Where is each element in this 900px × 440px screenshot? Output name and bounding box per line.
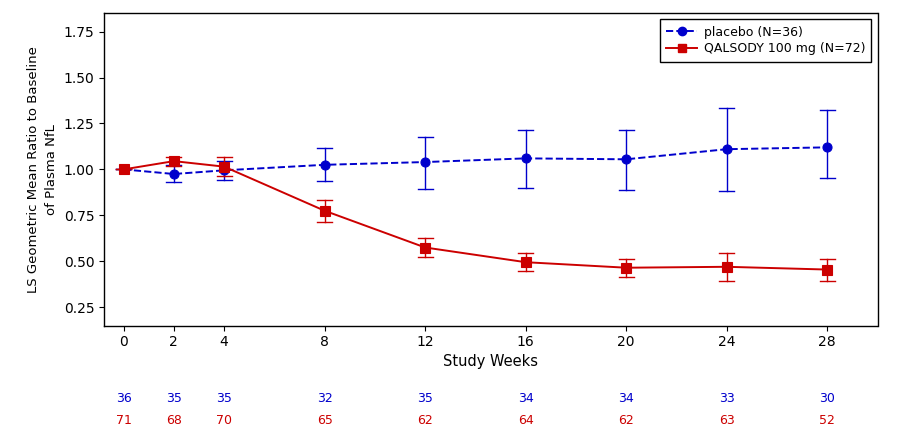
Text: 36: 36	[116, 392, 131, 405]
Text: 52: 52	[819, 414, 835, 427]
Legend: placebo (N=36), QALSODY 100 mg (N=72): placebo (N=36), QALSODY 100 mg (N=72)	[660, 19, 871, 62]
Text: 70: 70	[216, 414, 232, 427]
Text: 62: 62	[418, 414, 433, 427]
Text: 33: 33	[719, 392, 734, 405]
Text: 63: 63	[719, 414, 734, 427]
Text: 65: 65	[317, 414, 333, 427]
Text: 34: 34	[618, 392, 634, 405]
Text: 71: 71	[116, 414, 131, 427]
Text: 35: 35	[166, 392, 182, 405]
Text: 32: 32	[317, 392, 332, 405]
Text: 30: 30	[819, 392, 835, 405]
Text: 35: 35	[418, 392, 433, 405]
Text: 68: 68	[166, 414, 182, 427]
Text: 34: 34	[518, 392, 534, 405]
Text: 35: 35	[216, 392, 232, 405]
X-axis label: Study Weeks: Study Weeks	[443, 354, 538, 369]
Text: 64: 64	[518, 414, 534, 427]
Y-axis label: LS Geometric Mean Ratio to Baseline
of Plasma NfL: LS Geometric Mean Ratio to Baseline of P…	[27, 46, 58, 293]
Text: 62: 62	[618, 414, 634, 427]
